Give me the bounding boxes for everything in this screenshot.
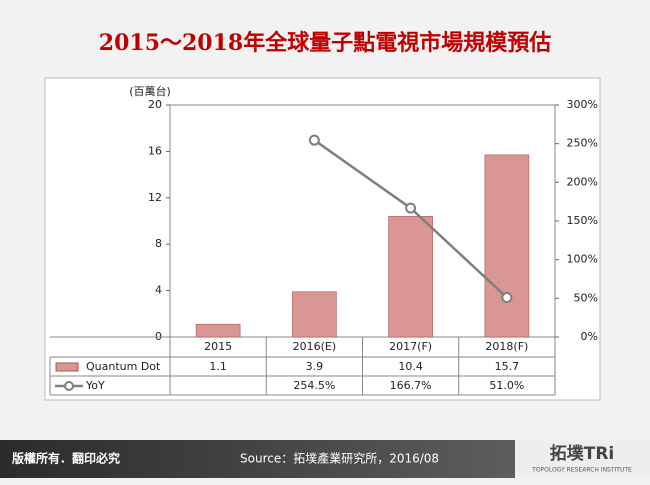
y2-tick-label: 200% xyxy=(567,175,598,188)
y2-tick-label: 100% xyxy=(567,253,598,266)
bar xyxy=(195,323,241,338)
y2-tick-label: 150% xyxy=(567,214,598,227)
logo: 拓墣TRi xyxy=(550,444,615,464)
table-value: 254.5% xyxy=(293,379,335,392)
y-tick-label: 4 xyxy=(155,284,162,297)
table-value: 10.4 xyxy=(398,360,423,373)
bar xyxy=(292,291,337,338)
table-value: 51.0% xyxy=(489,379,524,392)
line-point xyxy=(308,134,320,146)
table-value: 3.9 xyxy=(306,360,324,373)
legend-swatch xyxy=(64,381,74,391)
y-tick-label: 16 xyxy=(148,144,162,157)
line-point xyxy=(405,202,417,214)
bar xyxy=(484,154,530,338)
chart-title: 2015～2018年全球量子點電視市場規模預估 xyxy=(99,30,551,56)
y-tick-label: 12 xyxy=(148,191,162,204)
y2-tick-label: 250% xyxy=(567,137,598,150)
line-point xyxy=(501,292,513,304)
footer-rights: 版權所有．翻印必究 xyxy=(12,451,120,466)
legend-swatch xyxy=(55,362,79,372)
legend-label: YoY xyxy=(85,379,105,392)
footer-source: Source：拓墣產業研究所，2016/08 xyxy=(240,451,439,466)
logo-sub: TOPOLOGY RESEARCH INSTITUTE xyxy=(531,467,632,474)
y2-tick-label: 0% xyxy=(581,330,598,343)
x-tick-label: 2018(F) xyxy=(485,340,528,353)
x-tick-label: 2016(E) xyxy=(293,340,337,353)
y2-tick-label: 300% xyxy=(567,98,598,111)
y-tick-label: 8 xyxy=(155,237,162,250)
bar xyxy=(388,216,433,338)
legend-label: Quantum Dot xyxy=(86,360,161,373)
table-value: 166.7% xyxy=(390,379,432,392)
table-value: 15.7 xyxy=(495,360,520,373)
y2-tick-label: 50% xyxy=(574,291,598,304)
logo-box xyxy=(515,440,650,478)
x-tick-label: 2017(F) xyxy=(389,340,432,353)
y-axis-label: (百萬台) xyxy=(129,84,171,98)
x-tick-label: 2015 xyxy=(204,340,232,353)
y-tick-label: 20 xyxy=(148,98,162,111)
table-value: 1.1 xyxy=(209,360,227,373)
